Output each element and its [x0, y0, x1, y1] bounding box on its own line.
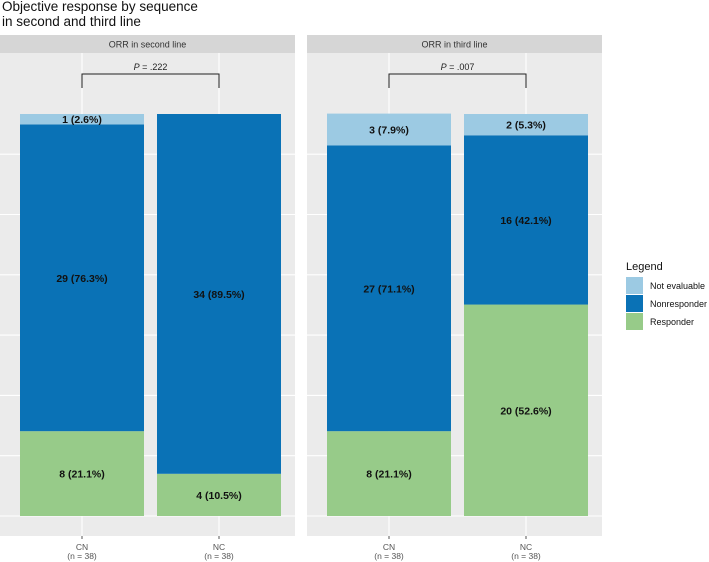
legend-title: Legend [626, 261, 663, 273]
panel-strip [0, 35, 295, 53]
bar-segment-nonresponder [327, 145, 451, 432]
p-value-label: P = .222 [134, 62, 168, 72]
legend-swatch-nonresponder [626, 295, 643, 312]
data-label-not-evaluable: 3 (7.9%) [369, 124, 409, 136]
significance-bracket [81, 73, 220, 88]
legend: Legend Not evaluable Nonresponder Responde… [626, 261, 707, 330]
data-label-not-evaluable: 1 (2.6%) [62, 114, 102, 126]
bar-segment-nonresponder [464, 135, 588, 305]
x-tick-label: CN [76, 542, 88, 552]
data-label-responder: 8 (21.1%) [366, 469, 412, 481]
bar-segment-responder [327, 431, 451, 516]
chart-title-line-1: Objective response by sequence [2, 0, 198, 14]
x-tick-sublabel: (n = 38) [511, 551, 541, 561]
plot-panels: ORR in second line 8 (21.1%) 29 (76.3%) 1 (… [0, 35, 602, 561]
bar-segment-responder [464, 304, 588, 516]
panel-strip [307, 35, 602, 53]
bar-segment-not-evaluable [464, 114, 588, 136]
panel-1: ORR in second line 8 (21.1%) 29 (76.3%) 1 (… [0, 35, 295, 561]
x-tick-sublabel: (n = 38) [374, 551, 404, 561]
bar-segment-responder [157, 473, 281, 516]
data-label-nonresponder: 27 (71.1%) [363, 283, 414, 295]
bar-segment-responder [20, 431, 144, 516]
x-tick-label: NC [520, 542, 532, 552]
bar-segment-not-evaluable [20, 114, 144, 125]
panel-2: ORR in third line 8 (21.1%) 27 (71.1%) 3 (7… [307, 35, 602, 561]
data-label-nonresponder: 29 (76.3%) [56, 273, 107, 285]
legend-swatch-not-evaluable [626, 277, 643, 294]
data-label-nonresponder: 34 (89.5%) [193, 289, 244, 301]
chart-title-line-2: in second and third line [2, 14, 141, 29]
data-label-responder: 4 (10.5%) [196, 490, 242, 502]
panel-strip-label: ORR in third line [421, 40, 487, 50]
data-label-nonresponder: 16 (42.1%) [500, 215, 551, 227]
x-tick-sublabel: (n = 38) [204, 551, 234, 561]
data-label-responder: 8 (21.1%) [59, 469, 105, 481]
bar-segment-not-evaluable [327, 113, 451, 146]
significance-bracket [388, 73, 527, 88]
panel-strip-label: ORR in second line [109, 40, 187, 50]
x-tick-sublabel: (n = 38) [67, 551, 97, 561]
legend-label-nonresponder: Nonresponder [650, 299, 707, 309]
legend-label-not-evaluable: Not evaluable [650, 281, 705, 291]
legend-swatch-responder [626, 313, 643, 330]
p-value-label: P = .007 [441, 62, 475, 72]
legend-label-responder: Responder [650, 317, 694, 327]
bar-segment-nonresponder [20, 124, 144, 432]
x-tick-label: CN [383, 542, 395, 552]
data-label-responder: 20 (52.6%) [500, 405, 551, 417]
data-label-not-evaluable: 2 (5.3%) [506, 120, 546, 132]
x-tick-label: NC [213, 542, 225, 552]
bar-segment-nonresponder [157, 114, 281, 474]
